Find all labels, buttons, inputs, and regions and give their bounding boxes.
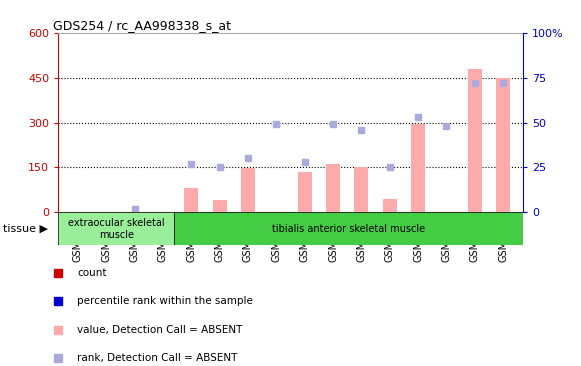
- Bar: [468, 69, 482, 212]
- Bar: [411, 124, 425, 212]
- Text: GDS254 / rc_AA998338_s_at: GDS254 / rc_AA998338_s_at: [53, 19, 231, 32]
- Bar: [241, 168, 255, 212]
- Bar: [496, 78, 510, 212]
- Text: value, Detection Call = ABSENT: value, Detection Call = ABSENT: [77, 325, 243, 335]
- Text: percentile rank within the sample: percentile rank within the sample: [77, 296, 253, 306]
- FancyBboxPatch shape: [174, 212, 523, 245]
- Bar: [213, 200, 227, 212]
- Bar: [383, 199, 397, 212]
- Text: tissue ▶: tissue ▶: [3, 224, 48, 234]
- Text: tibialis anterior skeletal muscle: tibialis anterior skeletal muscle: [272, 224, 425, 234]
- Bar: [326, 164, 340, 212]
- Text: extraocular skeletal
muscle: extraocular skeletal muscle: [68, 218, 164, 240]
- Bar: [354, 167, 368, 212]
- Bar: [184, 188, 198, 212]
- FancyBboxPatch shape: [58, 212, 174, 245]
- Text: rank, Detection Call = ABSENT: rank, Detection Call = ABSENT: [77, 353, 238, 363]
- Bar: [297, 172, 312, 212]
- Text: count: count: [77, 268, 107, 278]
